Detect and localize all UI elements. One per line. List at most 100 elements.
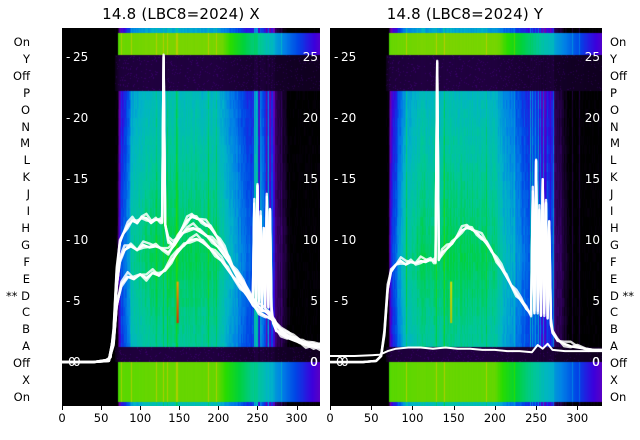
category-label-l-7: L xyxy=(23,153,30,168)
category-label-c-16: C xyxy=(21,305,30,320)
xtick-mark-200 xyxy=(494,406,496,410)
xtick-mark-50 xyxy=(101,406,103,410)
category-label-on-0: On xyxy=(610,35,627,49)
category-label-on-0: On xyxy=(13,35,30,49)
panel-y-zero-label-right: 0 xyxy=(592,355,600,369)
panel-x-ytick-right-5: 5 xyxy=(310,294,318,309)
category-label-h-11: H xyxy=(21,220,30,235)
xtick-label-0: 0 xyxy=(58,411,66,425)
panel-x-trace-1-1 xyxy=(62,227,320,364)
panel-x-ytick-right-10: 10 xyxy=(302,233,318,248)
category-label-j-9: J xyxy=(610,187,614,202)
xtick-mark-200 xyxy=(218,406,220,410)
xtick-label-300: 300 xyxy=(566,411,589,425)
category-label-a-18: A xyxy=(610,339,618,354)
xtick-mark-50 xyxy=(371,406,373,410)
xtick-mark-0 xyxy=(62,406,63,410)
category-label-on-21: On xyxy=(610,389,627,404)
category-label-g-12: G xyxy=(610,237,619,252)
panel-y-ytick-left-20: -20 xyxy=(334,111,357,126)
xtick-label-100: 100 xyxy=(401,411,424,425)
panel-x-ytick-left-20: -20 xyxy=(66,111,89,126)
category-label-n-5: N xyxy=(21,119,30,134)
xtick-label-50: 50 xyxy=(93,411,109,425)
category-label-on-21: On xyxy=(13,389,30,404)
panel-y-trace-0-0 xyxy=(330,62,602,364)
category-label-a-18: A xyxy=(22,339,30,354)
category-label-x-20: X xyxy=(22,373,30,387)
panel-x-title: 14.8 (LBC8=2024) X xyxy=(102,5,260,23)
category-label-y-1: Y xyxy=(22,51,30,66)
category-label-n-5: N xyxy=(610,119,619,134)
xtick-mark-150 xyxy=(453,406,455,410)
panel-x-trace-0-2 xyxy=(62,54,320,364)
xtick-mark-100 xyxy=(140,406,142,410)
panel-y-ytick-right-5: 5 xyxy=(592,294,600,309)
panel-y-ytick-left-10: -10 xyxy=(334,233,357,248)
panel-x-ytick-left-0: -0 xyxy=(66,355,81,370)
category-label-i-10: I xyxy=(26,204,30,218)
xtick-mark-250 xyxy=(536,406,538,410)
category-label-m-6: M xyxy=(20,136,30,151)
category-label-i-10: I xyxy=(610,204,614,218)
panel-x-ytick-right-25: 25 xyxy=(302,50,318,65)
category-label-b-17: B xyxy=(22,322,30,337)
category-label-e-14: E xyxy=(610,271,618,286)
panel-x-ytick-left-15: -15 xyxy=(66,172,89,187)
panel-x-ytick-left-5: -5 xyxy=(66,294,81,309)
category-axis-right: On Y Off P O N M L K J I H G F E D ** C B A Off X On xyxy=(606,28,640,406)
category-label-o-4: O xyxy=(610,102,620,117)
panel-y-ytick-right-0: 0 xyxy=(592,355,600,370)
xtick-label-200: 200 xyxy=(483,411,506,425)
category-label-m-6: M xyxy=(610,136,620,151)
category-label-k-8: K xyxy=(22,170,30,185)
panel-x-trace-2-1 xyxy=(62,238,320,364)
category-label-off-2: Off xyxy=(610,68,627,83)
category-label-j-9: J xyxy=(26,187,30,202)
xtick-label-150: 150 xyxy=(168,411,191,425)
category-label-f-13: F xyxy=(23,254,30,269)
category-label-p-3: P xyxy=(23,85,30,100)
xtick-mark-0 xyxy=(330,406,331,410)
category-label-h-11: H xyxy=(610,220,619,235)
xtick-label-0: 0 xyxy=(326,411,334,425)
panel-x-trace-1-2 xyxy=(62,222,320,364)
xtick-mark-300 xyxy=(577,406,579,410)
panel-x-ytick-right-0: 0 xyxy=(310,355,318,370)
panel-y-ytick-right-10: 10 xyxy=(584,233,600,248)
panel-y-zero-label: 0 xyxy=(336,355,344,369)
xtick-mark-100 xyxy=(412,406,414,410)
panel-y-xaxis: 0 50 100 150 200 250 300 xyxy=(326,406,602,436)
category-label-f-13: F xyxy=(610,254,617,269)
xtick-label-150: 150 xyxy=(442,411,465,425)
panel-x-trace-1-0 xyxy=(62,226,320,364)
xtick-label-250: 250 xyxy=(246,411,269,425)
panel-y-ytick-right-25: 25 xyxy=(584,50,600,65)
xtick-label-100: 100 xyxy=(129,411,152,425)
category-label-off-19: Off xyxy=(13,356,30,371)
category-axis-left: On Y Off P O N M L K J I H G F E ** D C B A Off X On xyxy=(0,28,34,406)
category-label-l-7: L xyxy=(610,153,617,168)
category-label-o-4: O xyxy=(20,102,30,117)
panel-y-ytick-left-5: -5 xyxy=(334,294,349,309)
panel-y-heatmap xyxy=(330,28,602,406)
panel-x-zero-label: 0 xyxy=(68,355,76,369)
category-label-x-20: X xyxy=(610,373,618,387)
category-label-d-15: D ** xyxy=(610,288,635,303)
category-label-k-8: K xyxy=(610,170,618,185)
xtick-label-300: 300 xyxy=(285,411,308,425)
panel-y-title: 14.8 (LBC8=2024) Y xyxy=(386,5,544,23)
xtick-label-200: 200 xyxy=(207,411,230,425)
panel-x-ytick-left-10: -10 xyxy=(66,233,89,248)
panel-y-ytick-left-25: -25 xyxy=(334,50,357,65)
category-label-off-19: Off xyxy=(610,356,627,371)
panel-y-trace-0-2 xyxy=(330,60,602,364)
category-label-off-2: Off xyxy=(13,68,30,83)
panel-x-trace-0-1 xyxy=(62,53,320,364)
xtick-mark-150 xyxy=(179,406,181,410)
